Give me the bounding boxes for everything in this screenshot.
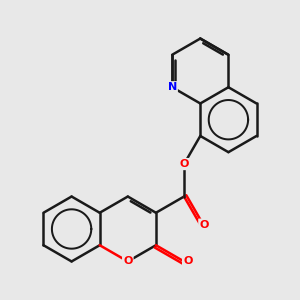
Text: O: O: [179, 159, 189, 169]
Text: O: O: [183, 256, 193, 266]
Text: O: O: [123, 256, 133, 266]
Text: O: O: [199, 220, 209, 230]
Text: N: N: [168, 82, 177, 92]
